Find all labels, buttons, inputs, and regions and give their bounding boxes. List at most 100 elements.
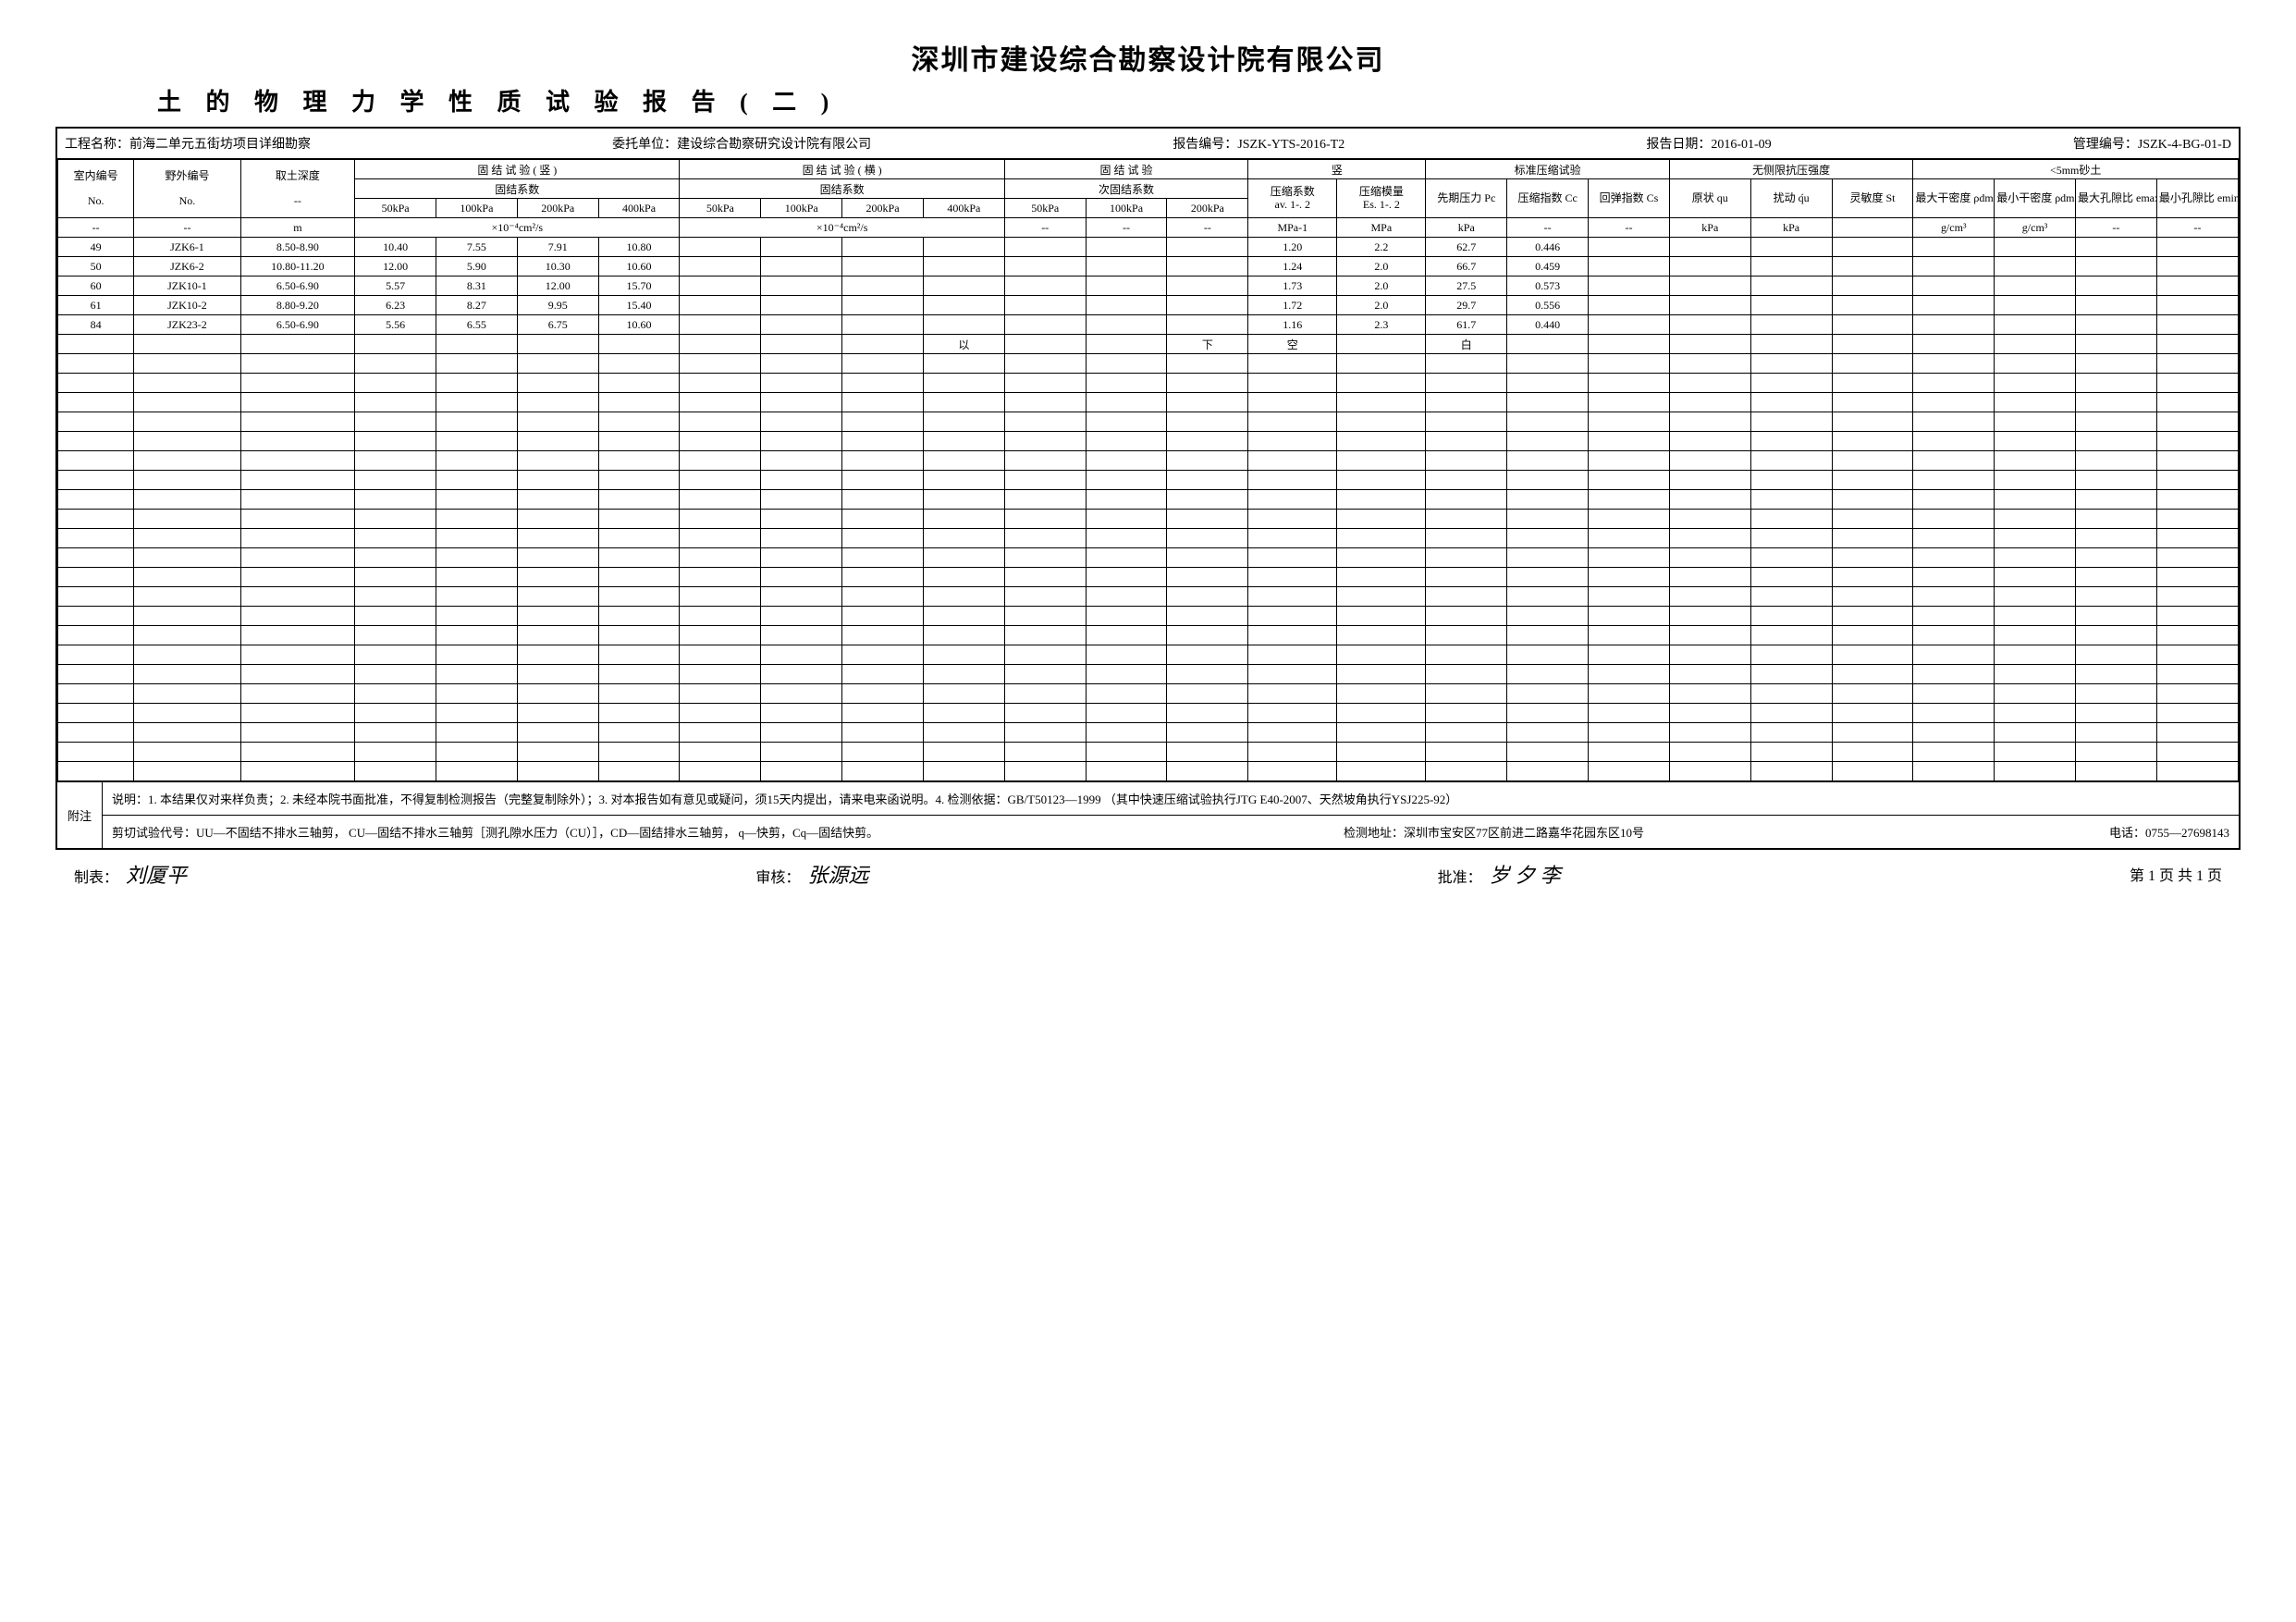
table-cell — [1750, 335, 1832, 354]
table-cell — [1337, 626, 1426, 645]
table-row — [58, 723, 2239, 743]
table-cell — [1832, 296, 1913, 315]
table-cell — [1995, 490, 2076, 510]
review-label: 审核： — [755, 870, 800, 886]
table-cell — [1337, 335, 1426, 354]
table-cell — [436, 412, 517, 432]
table-cell — [761, 315, 842, 335]
table-cell — [842, 704, 924, 723]
table-cell — [842, 315, 924, 335]
table-cell — [1426, 568, 1507, 587]
table-cell — [2076, 335, 2157, 354]
table-cell — [517, 723, 598, 743]
table-cell — [1995, 238, 2076, 257]
table-cell — [134, 510, 240, 529]
table-cell — [1669, 296, 1750, 315]
table-cell — [1669, 568, 1750, 587]
hdr-horiz-coef: 固结系数 — [680, 179, 1004, 199]
table-cell — [1086, 432, 1167, 451]
table-cell — [1750, 354, 1832, 374]
table-cell — [134, 490, 240, 510]
table-cell — [355, 548, 436, 568]
table-cell — [1589, 490, 1670, 510]
table-row: 以下空白 — [58, 335, 2239, 354]
table-cell — [1167, 490, 1248, 510]
table-cell — [842, 762, 924, 781]
table-cell: 以 — [923, 335, 1004, 354]
table-cell: 6.75 — [517, 315, 598, 335]
table-cell: 2.0 — [1337, 257, 1426, 276]
unit-cell: kPa — [1669, 218, 1750, 238]
table-cell — [1167, 354, 1248, 374]
table-cell — [1669, 335, 1750, 354]
table-cell — [1426, 626, 1507, 645]
table-cell — [436, 626, 517, 645]
table-cell — [1004, 607, 1086, 626]
table-cell — [1507, 471, 1589, 490]
table-cell — [1507, 490, 1589, 510]
table-cell — [517, 374, 598, 393]
table-cell — [1167, 704, 1248, 723]
table-cell — [1426, 587, 1507, 607]
table-cell — [923, 471, 1004, 490]
table-cell — [436, 490, 517, 510]
unit-row: -- -- m ×10⁻⁴cm²/s ×10⁻⁴cm²/s -- -- -- M… — [58, 218, 2239, 238]
table-cell — [1426, 393, 1507, 412]
table-cell — [923, 393, 1004, 412]
table-cell — [2076, 665, 2157, 684]
table-cell — [1750, 587, 1832, 607]
table-cell: 60 — [58, 276, 134, 296]
table-cell — [517, 548, 598, 568]
table-cell: 8.31 — [436, 276, 517, 296]
table-cell — [680, 490, 761, 510]
table-cell: 66.7 — [1426, 257, 1507, 276]
table-cell — [1167, 315, 1248, 335]
table-cell — [1750, 645, 1832, 665]
table-cell — [598, 432, 680, 451]
table-cell — [1832, 665, 1913, 684]
table-cell — [680, 626, 761, 645]
table-cell — [517, 587, 598, 607]
table-cell — [517, 684, 598, 704]
table-cell — [355, 743, 436, 762]
table-cell — [1589, 529, 1670, 548]
table-cell — [1913, 762, 1995, 781]
hdr-mindry: 最小干密度 ρdmin — [1995, 179, 2076, 218]
unit-cell: -- — [1167, 218, 1248, 238]
table-cell — [1507, 393, 1589, 412]
table-cell: 7.91 — [517, 238, 598, 257]
table-cell — [1832, 276, 1913, 296]
table-cell — [355, 354, 436, 374]
table-cell — [58, 471, 134, 490]
table-row: 60JZK10-16.50-6.905.578.3112.0015.701.73… — [58, 276, 2239, 296]
manage-no: JSZK-4-BG-01-D — [2138, 138, 2231, 152]
hdr-minvoid: 最小孔隙比 emin — [2156, 179, 2238, 218]
table-cell — [134, 412, 240, 432]
table-cell — [2076, 645, 2157, 665]
table-cell — [1426, 471, 1507, 490]
table-cell — [761, 238, 842, 257]
table-cell — [1086, 587, 1167, 607]
table-cell — [1669, 490, 1750, 510]
table-cell — [1750, 607, 1832, 626]
table-cell — [1750, 471, 1832, 490]
table-cell — [1248, 490, 1337, 510]
table-cell: 1.24 — [1248, 257, 1337, 276]
table-cell — [1167, 743, 1248, 762]
table-cell — [436, 607, 517, 626]
table-cell: 0.573 — [1507, 276, 1589, 296]
table-cell — [1337, 704, 1426, 723]
table-cell — [240, 568, 355, 587]
table-cell — [1750, 548, 1832, 568]
table-cell — [1669, 315, 1750, 335]
table-cell — [1167, 510, 1248, 529]
table-cell — [1589, 704, 1670, 723]
table-cell — [1507, 665, 1589, 684]
table-cell — [1167, 587, 1248, 607]
notes-line2-right: 电话：0755—27698143 — [2109, 823, 2229, 841]
table-cell — [2076, 257, 2157, 276]
table-cell — [680, 432, 761, 451]
table-cell — [923, 412, 1004, 432]
table-cell — [1913, 354, 1995, 374]
table-cell — [1913, 238, 1995, 257]
